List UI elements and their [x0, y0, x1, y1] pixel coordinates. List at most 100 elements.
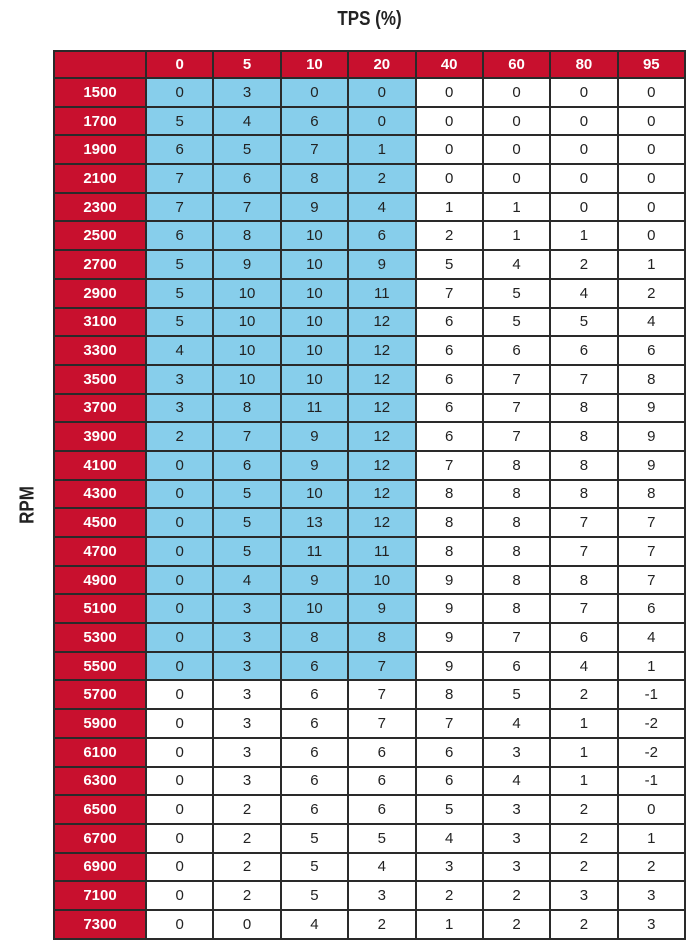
row-header-rpm: 6300: [53, 765, 147, 797]
table-cell: 5: [414, 794, 484, 825]
table-cell: 0: [144, 880, 215, 911]
table-row: 4500 0 5 13 12 8 8 7 7: [53, 507, 687, 538]
table-cell: 7: [549, 363, 619, 395]
table-cell: 6: [279, 650, 350, 682]
table-cell: 5: [144, 277, 215, 309]
table-cell: 2: [481, 880, 552, 911]
table-cell: 0: [144, 794, 215, 825]
table-cell: 5: [212, 536, 282, 567]
table-cell: 9: [616, 392, 687, 424]
table-row: 7300 0 0 4 2 1 2 2 3: [53, 908, 687, 940]
table-cell: 12: [347, 335, 417, 366]
table-cell: 4: [279, 908, 350, 940]
table-row: 5900 0 3 6 7 7 4 1 -2: [53, 708, 687, 739]
table-cell: 10: [347, 564, 417, 596]
table-cell: 1: [481, 220, 552, 252]
column-header-tps-60: 60: [481, 50, 552, 79]
table-cell: 1: [481, 191, 552, 223]
table-cell: 6: [616, 335, 687, 366]
table-cell: 10: [279, 306, 350, 338]
table-cell: 8: [481, 564, 552, 596]
table-cell: 2: [549, 908, 619, 940]
table-row: 6900 0 2 5 4 3 3 2 2: [53, 851, 687, 883]
column-header-tps-40: 40: [414, 50, 484, 79]
table-cell: 9: [279, 421, 350, 452]
row-header-rpm: 6100: [53, 736, 147, 768]
table-row: 3900 2 7 9 12 6 7 8 9: [53, 421, 687, 452]
table-cell: 0: [414, 105, 484, 137]
table-cell: 8: [481, 478, 552, 510]
table-cell: 5: [414, 249, 484, 280]
table-cell: 5: [279, 851, 350, 883]
table-cell: 10: [279, 478, 350, 510]
table-cell: 5: [144, 105, 215, 137]
table-row: 3700 3 8 11 12 6 7 8 9: [53, 392, 687, 424]
table-cell: 0: [414, 163, 484, 194]
table-cell: 0: [144, 736, 215, 768]
table-cell: 6: [414, 765, 484, 797]
table-cell: 0: [414, 77, 484, 108]
table-cell: 2: [616, 851, 687, 883]
table-cell: 7: [414, 277, 484, 309]
corner-cell: [53, 50, 147, 79]
row-header-rpm: 4100: [53, 449, 147, 481]
table-cell: 3: [212, 765, 282, 797]
table-cell: 8: [549, 478, 619, 510]
table-cell: 8: [549, 421, 619, 452]
table-cell: 10: [279, 220, 350, 252]
table-cell: 10: [279, 335, 350, 366]
table-cell: 8: [414, 536, 484, 567]
table-cell: 5: [549, 306, 619, 338]
table-cell: 8: [616, 478, 687, 510]
row-header-rpm: 6700: [53, 822, 147, 854]
row-header-rpm: 7100: [53, 880, 147, 911]
table-cell: 0: [144, 650, 215, 682]
table-cell: 12: [347, 507, 417, 538]
table-cell: 1: [414, 191, 484, 223]
table-cell: 9: [279, 564, 350, 596]
table-cell: 6: [212, 449, 282, 481]
table-cell: 4: [616, 622, 687, 653]
table-cell: 1: [549, 708, 619, 739]
table-cell: 8: [279, 163, 350, 194]
row-header-rpm: 3700: [53, 392, 147, 424]
table-cell: 10: [279, 277, 350, 309]
table-cell: 7: [347, 679, 417, 711]
table-row: 4900 0 4 9 10 9 8 8 7: [53, 564, 687, 596]
row-header-rpm: 3900: [53, 421, 147, 452]
table-cell: 0: [144, 622, 215, 653]
table-cell: 12: [347, 449, 417, 481]
table-cell: 4: [144, 335, 215, 366]
table-cell: 4: [481, 708, 552, 739]
table-row: 2300 7 7 9 4 1 1 0 0: [53, 191, 687, 223]
table-cell: 7: [549, 536, 619, 567]
table-cell: 3: [549, 880, 619, 911]
table-cell: 0: [144, 851, 215, 883]
row-header-rpm: 4700: [53, 536, 147, 567]
table-cell: 0: [616, 134, 687, 166]
table-cell: 0: [616, 794, 687, 825]
table-cell: 8: [414, 478, 484, 510]
table-cell: 9: [414, 650, 484, 682]
tps-rpm-table: 0 5 10 20 40 60 80 95 1500 0 3 0 0 0 0 0 0 1700 5 4 6 0 0 0 0 0 1…: [53, 50, 687, 940]
table-cell: 3: [481, 851, 552, 883]
table-cell: 1: [549, 765, 619, 797]
column-axis-title: TPS (%): [337, 8, 402, 30]
table-cell: 6: [414, 421, 484, 452]
table-cell: 12: [347, 478, 417, 510]
table-cell: 7: [212, 191, 282, 223]
table-cell: 7: [414, 449, 484, 481]
row-header-rpm: 6500: [53, 794, 147, 825]
column-header-tps-20: 20: [347, 50, 417, 79]
row-header-rpm: 1700: [53, 105, 147, 137]
column-header-tps-0: 0: [144, 50, 215, 79]
table-cell: 1: [347, 134, 417, 166]
table-cell: 7: [347, 650, 417, 682]
table-cell: 2: [616, 277, 687, 309]
table-cell: 8: [616, 363, 687, 395]
table-cell: 6: [414, 736, 484, 768]
row-header-rpm: 4500: [53, 507, 147, 538]
row-header-rpm: 5900: [53, 708, 147, 739]
table-cell: 1: [616, 650, 687, 682]
table-cell: 7: [481, 363, 552, 395]
